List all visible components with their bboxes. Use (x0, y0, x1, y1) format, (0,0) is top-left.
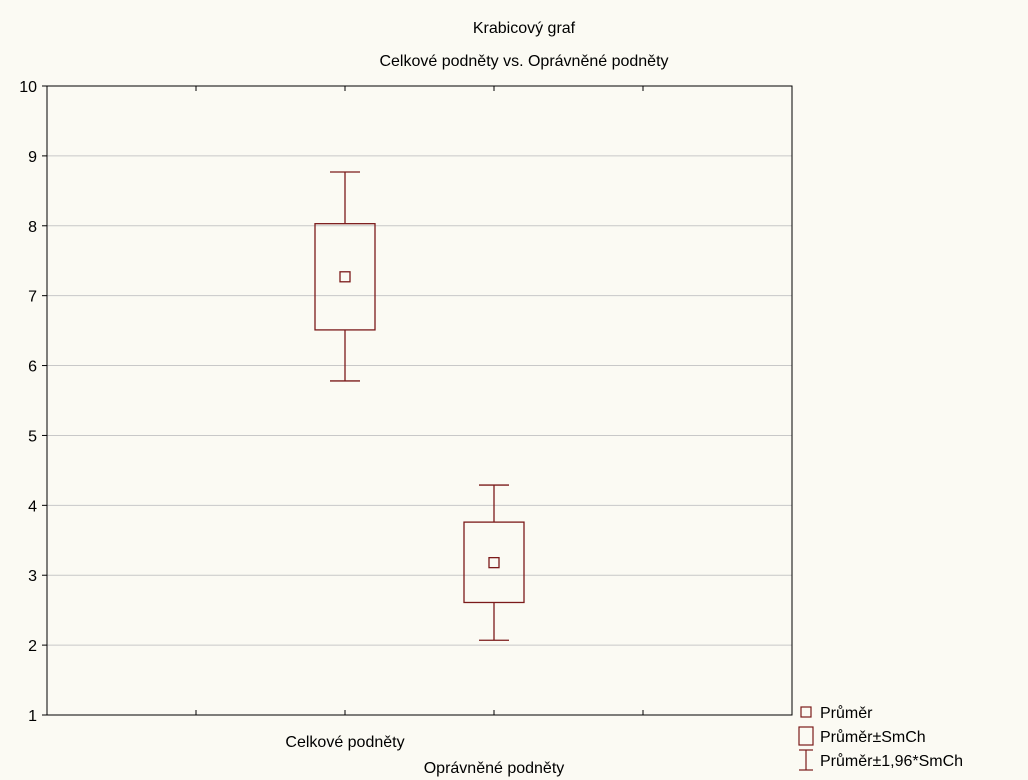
box-rect (463, 521, 525, 604)
chart-subtitle: Celkové podněty vs. Oprávněné podněty (379, 53, 668, 70)
y-tick-label: 1 (28, 708, 37, 725)
grid-lines (47, 155, 792, 646)
y-tick-label: 2 (28, 638, 37, 655)
legend-box-icon (798, 726, 814, 746)
y-tick-label: 4 (28, 498, 37, 515)
y-tick-label: 8 (28, 219, 37, 236)
legend-label: Průměr (820, 704, 873, 722)
x-category-label: Oprávněné podněty (424, 760, 565, 777)
plot-frame (46, 85, 793, 716)
box-item (463, 484, 525, 641)
y-axis: 1 2 3 4 5 6 7 8 9 10 (19, 79, 47, 725)
y-tick-label: 3 (28, 568, 37, 585)
x-category-label: Celkové podněty (285, 734, 404, 751)
mean-marker (339, 271, 351, 283)
y-tick-label: 6 (28, 359, 37, 376)
legend-mean-icon (800, 706, 812, 718)
y-tick-label: 10 (19, 79, 37, 96)
legend-label: Průměr±SmCh (820, 728, 926, 746)
legend: Průměr Průměr±SmCh Průměr±1,96*SmCh (798, 704, 963, 771)
box-item (314, 171, 376, 382)
legend-label: Průměr±1,96*SmCh (820, 752, 963, 770)
y-tick-label: 7 (28, 289, 37, 306)
box-series (314, 171, 525, 641)
y-tick-label: 5 (28, 428, 37, 445)
mean-marker (488, 556, 500, 569)
x-axis: Celkové podněty Oprávněné podněty (195, 86, 644, 777)
chart-title: Krabicový graf (473, 20, 576, 37)
y-tick-label: 9 (28, 149, 37, 166)
box-rect (314, 223, 376, 331)
